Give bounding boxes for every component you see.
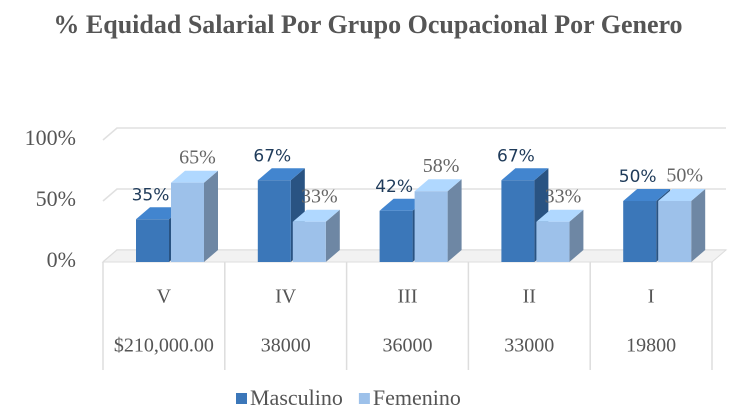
bar-front [292, 221, 326, 262]
bar-front [501, 180, 535, 262]
grid-line [102, 127, 726, 141]
x-tick-label: III [398, 286, 418, 308]
chart-title: % Equidad Salarial Por Grupo Ocupacional… [53, 10, 683, 39]
y-tick-label: 100% [25, 125, 76, 150]
bar [658, 189, 706, 262]
bar-top [623, 189, 671, 201]
legend-label: Masculino [250, 385, 343, 410]
bar-top [658, 189, 706, 201]
bar-side [447, 179, 462, 262]
bar-front [379, 210, 413, 262]
data-label: 33% [301, 185, 338, 207]
data-label: 35% [132, 185, 170, 205]
y-tick-label: 50% [36, 186, 76, 211]
bar [292, 209, 340, 262]
data-label: 65% [179, 146, 216, 168]
bar [414, 179, 462, 262]
x-tick-label-2: 19800 [626, 335, 676, 357]
x-tick-label: IV [275, 286, 297, 308]
data-label: 33% [545, 185, 582, 207]
bar-side [325, 209, 340, 262]
x-tick-label-2: 33000 [504, 335, 554, 357]
y-tick-label: 0% [47, 247, 76, 272]
data-label: 42% [375, 177, 413, 197]
bar [536, 209, 584, 262]
bar-front [658, 201, 692, 262]
x-tick-label: V [157, 286, 172, 308]
bar-top [414, 179, 462, 192]
bar-front [623, 201, 657, 262]
bar-front [171, 182, 204, 262]
bar-top [292, 209, 340, 222]
bar-top [257, 168, 305, 181]
data-label: 50% [619, 167, 657, 187]
bar-front [536, 221, 570, 262]
x-tick-label-2: 36000 [383, 335, 433, 357]
data-label: 50% [666, 165, 703, 187]
data-label: 67% [253, 146, 291, 166]
bar-front [136, 219, 169, 262]
x-tick-label: II [523, 286, 536, 308]
bar-side [204, 170, 218, 262]
x-tick-label-2: 38000 [261, 335, 311, 357]
bar-front [257, 180, 291, 262]
data-label: 67% [497, 146, 535, 166]
bar-side [569, 209, 584, 262]
legend-swatch [358, 393, 370, 404]
bar-top [501, 168, 549, 181]
bar-top [536, 209, 584, 222]
bar [171, 170, 218, 262]
bar-front [414, 191, 448, 262]
legend-label: Femenino [373, 385, 461, 410]
legend-swatch [236, 393, 247, 404]
data-label: 58% [423, 155, 460, 177]
x-tick-label-2: $210,000.00 [114, 335, 214, 357]
x-tick-label: I [648, 286, 655, 308]
bar-side [691, 189, 706, 262]
bar-top [171, 170, 218, 183]
